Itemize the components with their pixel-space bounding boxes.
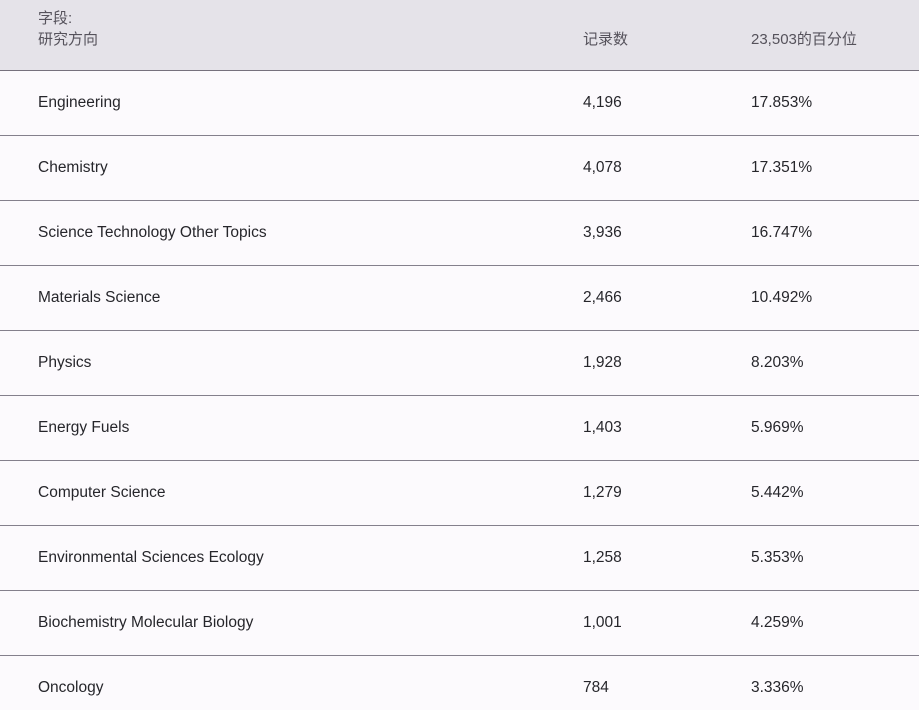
row-field-name: Chemistry xyxy=(38,159,108,176)
row-record-count: 4,078 xyxy=(583,159,622,176)
row-field-name: Energy Fuels xyxy=(38,419,130,436)
row-field-name: Environmental Sciences Ecology xyxy=(38,549,264,566)
header-percentile: 23,503的百分位 xyxy=(751,31,857,48)
row-field-name: Oncology xyxy=(38,679,104,696)
row-percent: 10.492% xyxy=(751,289,813,306)
row-percent: 5.969% xyxy=(751,419,804,436)
row-record-count: 4,196 xyxy=(583,94,622,111)
row-percent: 5.353% xyxy=(751,549,804,566)
header-field-column: 字段: 研究方向 xyxy=(38,8,583,50)
header-field-prefix: 字段: xyxy=(38,10,73,27)
row-field-name: Materials Science xyxy=(38,289,161,306)
table-row: Environmental Sciences Ecology 1,258 5.3… xyxy=(0,526,919,591)
table-row: Materials Science 2,466 10.492% xyxy=(0,266,919,331)
row-record-count: 3,936 xyxy=(583,224,622,241)
table-row: Chemistry 4,078 17.351% xyxy=(0,136,919,201)
row-field-name: Computer Science xyxy=(38,484,166,501)
header-field-name: 研究方向 xyxy=(38,31,99,48)
table-row: Computer Science 1,279 5.442% xyxy=(0,461,919,526)
row-field-name: Science Technology Other Topics xyxy=(38,224,267,241)
row-percent: 4.259% xyxy=(751,614,804,631)
table-row: Oncology 784 3.336% xyxy=(0,656,919,710)
row-field-name: Engineering xyxy=(38,94,121,111)
table-row: Energy Fuels 1,403 5.969% xyxy=(0,396,919,461)
row-field-name: Physics xyxy=(38,354,92,371)
table-header: 字段: 研究方向 记录数 23,503的百分位 xyxy=(0,0,919,71)
header-record-count: 记录数 xyxy=(583,31,629,48)
row-record-count: 1,001 xyxy=(583,614,622,631)
row-record-count: 1,928 xyxy=(583,354,622,371)
row-percent: 17.351% xyxy=(751,159,813,176)
row-percent: 17.853% xyxy=(751,94,813,111)
row-percent: 8.203% xyxy=(751,354,804,371)
row-percent: 16.747% xyxy=(751,224,813,241)
row-record-count: 1,279 xyxy=(583,484,622,501)
table-row: Science Technology Other Topics 3,936 16… xyxy=(0,201,919,266)
table-row: Physics 1,928 8.203% xyxy=(0,331,919,396)
row-record-count: 1,403 xyxy=(583,419,622,436)
row-percent: 5.442% xyxy=(751,484,804,501)
row-field-name: Biochemistry Molecular Biology xyxy=(38,614,254,631)
row-record-count: 1,258 xyxy=(583,549,622,566)
table-row: Biochemistry Molecular Biology 1,001 4.2… xyxy=(0,591,919,656)
row-record-count: 784 xyxy=(583,679,609,696)
table-row: Engineering 4,196 17.853% xyxy=(0,71,919,136)
row-percent: 3.336% xyxy=(751,679,804,696)
row-record-count: 2,466 xyxy=(583,289,622,306)
